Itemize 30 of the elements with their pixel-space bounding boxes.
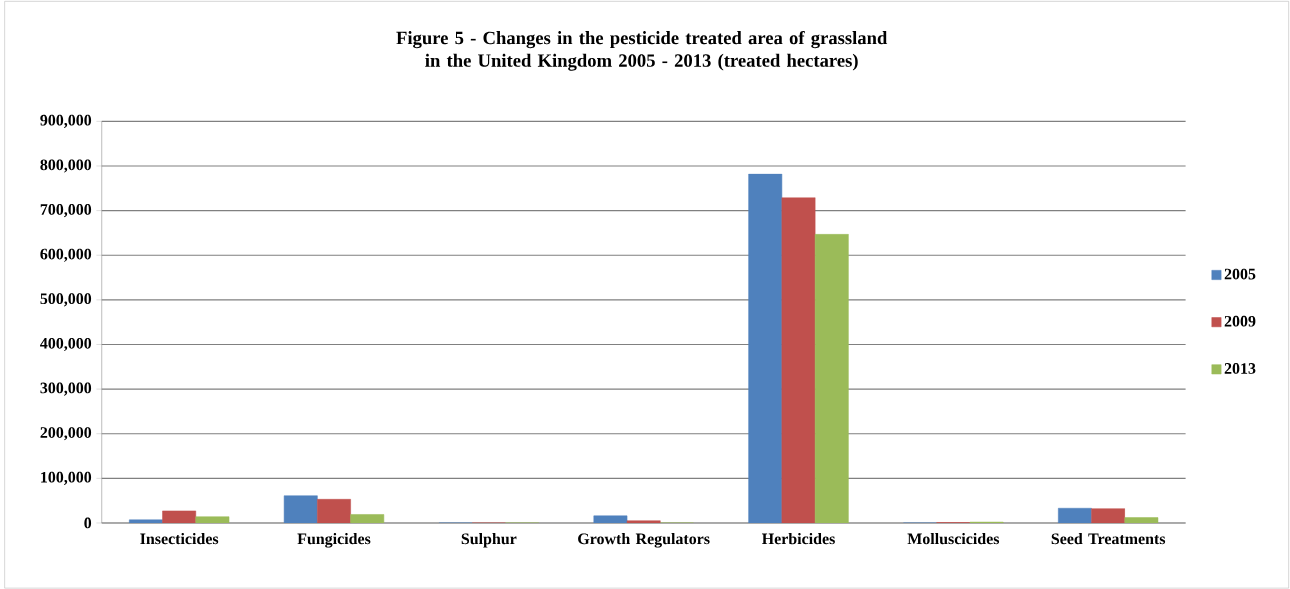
y-tick-label: 200,000 <box>40 426 92 441</box>
x-tick-label: Molluscicides <box>907 532 1000 545</box>
y-tick-label: 100,000 <box>41 471 92 485</box>
legend-label: 2009 <box>1224 315 1256 327</box>
y-tick-label: 500,000 <box>40 293 92 307</box>
x-tick-label: Herbicides <box>761 532 835 544</box>
x-tick-label: Sulphur <box>461 532 517 548</box>
legend-label: 2005 <box>1224 268 1256 280</box>
x-tick-label: Seed Treatments <box>1051 532 1166 544</box>
legend-label: 2013 <box>1224 362 1256 374</box>
y-tick-label: 600,000 <box>40 248 92 262</box>
bar <box>1124 517 1159 523</box>
x-tick-label: Growth Regulators <box>578 532 710 548</box>
bar <box>814 233 849 523</box>
bar <box>129 519 163 523</box>
y-tick-label: 900,000 <box>40 114 92 128</box>
y-tick-label: 0 <box>84 517 92 529</box>
bar <box>593 515 628 523</box>
chart-title: Figure 5 - Changes in the pesticide treated area of grassland in the United Kingdom 2005 - 2013 (treated hectares) <box>396 30 888 71</box>
y-tick-label: 800,000 <box>40 159 92 173</box>
bar <box>1058 507 1092 523</box>
bar <box>195 516 230 523</box>
bar <box>748 173 783 523</box>
bar <box>283 495 318 523</box>
y-tick-label: 300,000 <box>40 382 92 396</box>
y-tick-label: 400,000 <box>40 337 92 351</box>
bar <box>350 513 385 523</box>
y-tick-label: 700,000 <box>40 203 92 217</box>
x-tick-label: Fungicides <box>297 532 371 548</box>
x-tick-label: Insecticides <box>140 532 219 544</box>
